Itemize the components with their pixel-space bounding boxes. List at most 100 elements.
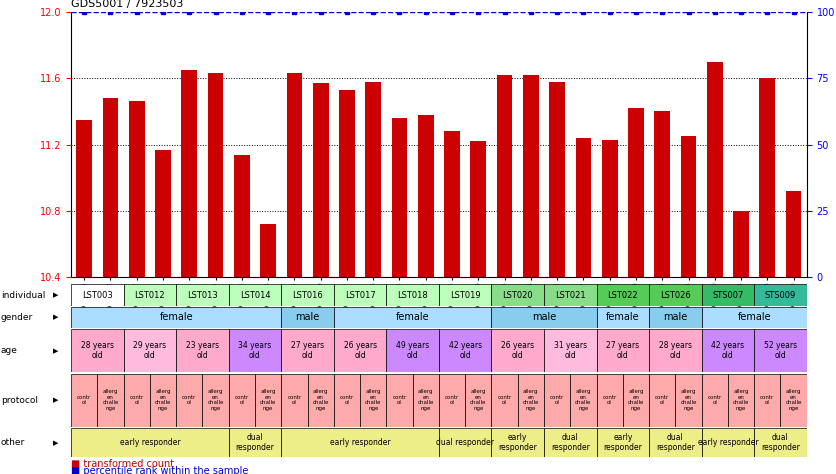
Text: individual: individual	[1, 291, 45, 300]
Bar	[71, 284, 124, 306]
Bar	[497, 75, 512, 277]
Text: contr
ol: contr ol	[760, 395, 774, 405]
Bar	[754, 329, 807, 372]
Text: STS007: STS007	[712, 291, 743, 300]
Text: contr
ol: contr ol	[339, 395, 354, 405]
Bar	[281, 284, 334, 306]
Text: 42 years
old: 42 years old	[711, 341, 745, 360]
Bar	[124, 374, 150, 427]
Text: GDS5001 / 7923503: GDS5001 / 7923503	[71, 0, 183, 9]
Bar	[597, 284, 649, 306]
Bar	[781, 374, 807, 427]
Text: allerg
en
challe
nge: allerg en challe nge	[207, 389, 224, 411]
Bar	[544, 284, 597, 306]
Text: dual
responder: dual responder	[551, 433, 589, 452]
Bar	[281, 329, 334, 372]
Text: 42 years
old: 42 years old	[449, 341, 482, 360]
Bar	[313, 83, 329, 277]
Text: contr
ol: contr ol	[235, 395, 249, 405]
Text: contr
ol: contr ol	[392, 395, 406, 405]
Bar	[234, 155, 250, 277]
Text: 23 years
old: 23 years old	[186, 341, 219, 360]
Bar	[649, 284, 701, 306]
Bar	[701, 374, 728, 427]
Text: allerg
en
challe
nge: allerg en challe nge	[260, 389, 277, 411]
Bar	[308, 374, 334, 427]
Text: contr
ol: contr ol	[707, 395, 722, 405]
Text: dual responder: dual responder	[436, 438, 494, 447]
Text: ■ transformed count: ■ transformed count	[71, 458, 174, 469]
Bar	[439, 374, 465, 427]
Text: 27 years
old: 27 years old	[606, 341, 640, 360]
Bar	[124, 284, 176, 306]
Text: ■ percentile rank within the sample: ■ percentile rank within the sample	[71, 466, 248, 474]
Bar	[365, 82, 381, 277]
Bar	[701, 329, 754, 372]
Bar	[549, 82, 565, 277]
Bar	[334, 307, 492, 328]
Bar	[544, 428, 597, 457]
Bar	[386, 329, 439, 372]
Bar	[386, 284, 439, 306]
Bar	[492, 307, 597, 328]
Text: other: other	[1, 438, 25, 447]
Bar	[707, 62, 722, 277]
Text: LST012: LST012	[135, 291, 166, 300]
Text: contr
ol: contr ol	[182, 395, 196, 405]
Text: 34 years
old: 34 years old	[238, 341, 272, 360]
Bar	[649, 374, 675, 427]
Bar	[97, 374, 124, 427]
Text: contr
ol: contr ol	[445, 395, 459, 405]
Bar	[260, 224, 276, 277]
Bar	[281, 307, 334, 328]
Bar	[255, 374, 281, 427]
Text: allerg
en
challe
nge: allerg en challe nge	[522, 389, 539, 411]
Text: 28 years
old: 28 years old	[659, 341, 692, 360]
Text: LST016: LST016	[292, 291, 323, 300]
Text: LST026: LST026	[660, 291, 691, 300]
Bar	[544, 329, 597, 372]
Bar	[733, 211, 749, 277]
Bar	[287, 73, 303, 277]
Text: allerg
en
challe
nge: allerg en challe nge	[575, 389, 592, 411]
Bar	[76, 120, 92, 277]
Bar	[176, 329, 229, 372]
Text: allerg
en
challe
nge: allerg en challe nge	[102, 389, 119, 411]
Text: contr
ol: contr ol	[603, 395, 617, 405]
Bar	[207, 73, 223, 277]
Bar	[71, 329, 124, 372]
Bar	[71, 374, 97, 427]
Text: male: male	[532, 312, 556, 322]
Text: 28 years
old: 28 years old	[81, 341, 114, 360]
Bar	[701, 284, 754, 306]
Text: early
responder: early responder	[604, 433, 642, 452]
Bar	[229, 374, 255, 427]
Bar	[701, 428, 754, 457]
Text: ▶: ▶	[53, 397, 58, 403]
Text: allerg
en
challe
nge: allerg en challe nge	[681, 389, 696, 411]
Bar	[439, 284, 492, 306]
Text: dual
responder: dual responder	[761, 433, 800, 452]
Text: ▶: ▶	[53, 314, 58, 320]
Text: allerg
en
challe
nge: allerg en challe nge	[470, 389, 487, 411]
Bar	[281, 428, 439, 457]
Bar	[681, 137, 696, 277]
Text: dual
responder: dual responder	[656, 433, 695, 452]
Bar	[623, 374, 649, 427]
Bar	[649, 329, 701, 372]
Bar	[339, 90, 354, 277]
Bar	[124, 329, 176, 372]
Bar	[386, 374, 413, 427]
Text: protocol: protocol	[1, 396, 38, 404]
Text: LST019: LST019	[450, 291, 481, 300]
Text: LST022: LST022	[608, 291, 638, 300]
Text: female: female	[606, 312, 640, 322]
Bar	[176, 284, 229, 306]
Bar	[229, 329, 281, 372]
Bar	[439, 428, 492, 457]
Bar	[176, 374, 202, 427]
Text: allerg
en
challe
nge: allerg en challe nge	[365, 389, 381, 411]
Text: LST017: LST017	[344, 291, 375, 300]
Bar	[334, 284, 386, 306]
Text: allerg
en
challe
nge: allerg en challe nge	[417, 389, 434, 411]
